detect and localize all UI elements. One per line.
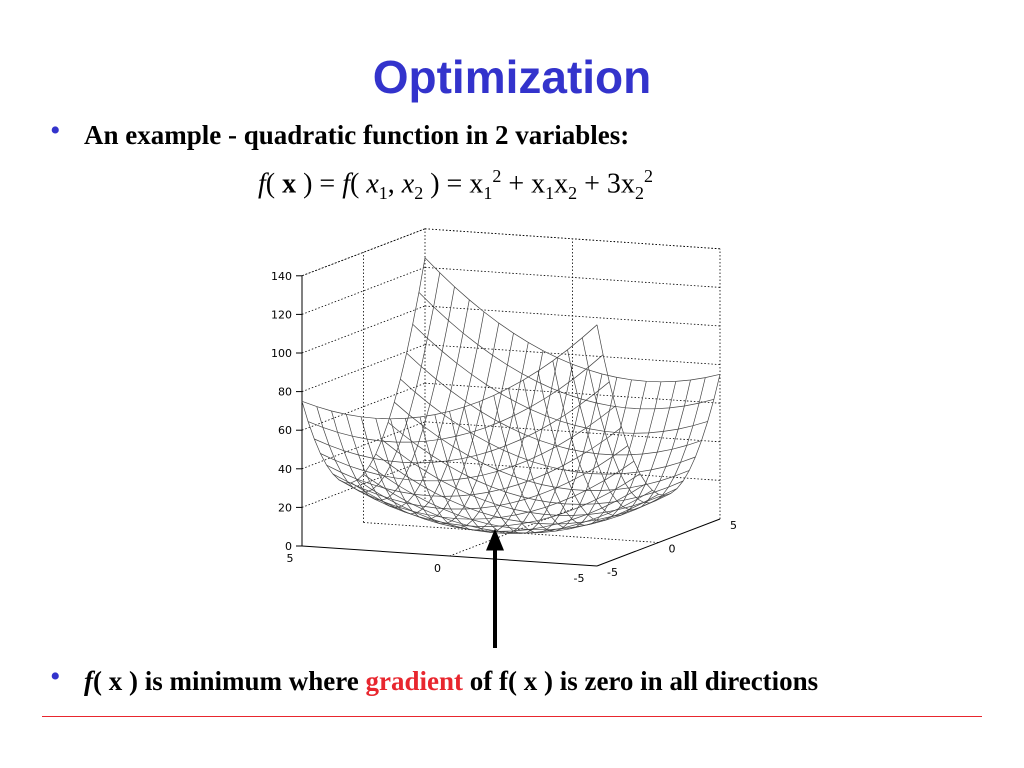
z-tick-label: 0 <box>285 540 292 553</box>
surface-mesh-line <box>424 257 721 383</box>
wall-gridline <box>301 344 426 392</box>
quadratic-formula: f( x ) = f( x1, x2 ) = x12 + x1x2 + 3x22 <box>258 166 653 204</box>
bullet-text-example: An example - quadratic function in 2 var… <box>84 120 630 150</box>
surface-mesh-line <box>463 369 588 534</box>
formula-close-eq: ) = <box>296 168 343 200</box>
surface-mesh-line <box>369 465 665 531</box>
surface-mesh-line <box>400 378 696 475</box>
z-tick-label: 80 <box>278 386 292 399</box>
wall-gridline <box>301 305 426 354</box>
surface-mesh-line <box>581 337 706 504</box>
surface-mesh-line <box>434 357 559 533</box>
formula-rhs-sup2: 2 <box>643 166 653 186</box>
formula-rhs-sup1: 2 <box>492 166 502 186</box>
formula-x1: x <box>366 168 379 200</box>
formula-rhs-sub3: 2 <box>568 182 578 203</box>
z-tick-label: 120 <box>271 308 292 321</box>
surface-mesh-line <box>394 401 690 491</box>
x2-tick-label: 0 <box>669 543 676 556</box>
surface-mesh-line <box>345 299 470 508</box>
x1-tick-label: 5 <box>287 552 294 565</box>
footer-rule <box>42 716 982 717</box>
bullet-dot-icon: • <box>50 660 61 693</box>
x2-tick-label: 5 <box>730 519 737 532</box>
x1-axis-line <box>301 545 598 567</box>
gradient-highlight: gradient <box>365 666 463 696</box>
formula-rhs-sub1: 1 <box>483 182 493 203</box>
formula-sub2: 2 <box>414 182 424 203</box>
surface-mesh-line <box>316 272 441 493</box>
formula-sub1: 1 <box>378 182 388 203</box>
formula-open1: ( <box>265 168 283 200</box>
bullet-text-minimum: f( x ) is minimum where gradient of f( x… <box>84 666 818 697</box>
formula-rhs-sub4: 2 <box>634 182 644 203</box>
surface-mesh-line <box>381 439 678 516</box>
surface-mesh-line <box>360 311 485 515</box>
surface-mesh-line <box>404 342 529 528</box>
bullet-dot-icon: • <box>50 114 61 147</box>
bullet2-part2: of f( x ) is zero in all directions <box>462 666 819 696</box>
x1-tick-label: -5 <box>574 572 585 585</box>
formula-f2: f <box>342 168 351 200</box>
surface-mesh-line <box>301 324 598 420</box>
x2-axis-line <box>596 518 721 567</box>
x2-tick-label: -5 <box>607 566 618 579</box>
minimum-arrowhead <box>486 528 504 551</box>
surface-mesh-line <box>596 324 721 496</box>
slide-title: Optimization <box>372 51 652 103</box>
surface-mesh-line <box>301 257 426 484</box>
formula-x2: x <box>401 168 415 200</box>
surface-mesh-line <box>418 292 714 410</box>
formula-rhs-x2: x <box>554 168 569 200</box>
z-tick-label: 140 <box>271 270 292 283</box>
surface-mesh-line <box>508 379 632 530</box>
surface-mesh-line <box>406 352 702 456</box>
surface-mesh-line <box>390 333 514 524</box>
wall-gridline <box>301 267 426 315</box>
surface-mesh-line <box>375 323 500 520</box>
wall-gridline <box>301 228 426 277</box>
x1-tick-label: 0 <box>434 562 441 575</box>
formula-rhs-start: ) = x <box>423 168 484 200</box>
formula-x-bold: x <box>282 168 297 200</box>
surface-mesh-line <box>449 364 573 534</box>
bullet2-part1: ( x ) is minimum where <box>93 666 366 696</box>
surface-mesh-line <box>419 350 544 531</box>
surface-mesh-line <box>331 286 455 501</box>
formula-rhs-sub2: 1 <box>545 182 555 203</box>
formula-rhs-mid: + x <box>501 168 546 200</box>
surface-mesh-line <box>387 422 684 505</box>
z-tick-label: 100 <box>271 347 292 360</box>
formula-rhs-plus: + 3x <box>577 168 635 200</box>
surface-mesh-line <box>412 323 708 434</box>
surface-mesh-line <box>375 453 671 525</box>
wall-gridline <box>301 382 426 431</box>
bullet2-f: f <box>84 666 93 696</box>
formula-comma: , <box>387 168 402 200</box>
z-tick-label: 40 <box>278 463 292 476</box>
formula-f: f <box>258 168 266 200</box>
formula-open2: ( <box>350 168 367 200</box>
z-tick-label: 20 <box>278 501 292 514</box>
z-tick-label: 60 <box>278 424 292 437</box>
